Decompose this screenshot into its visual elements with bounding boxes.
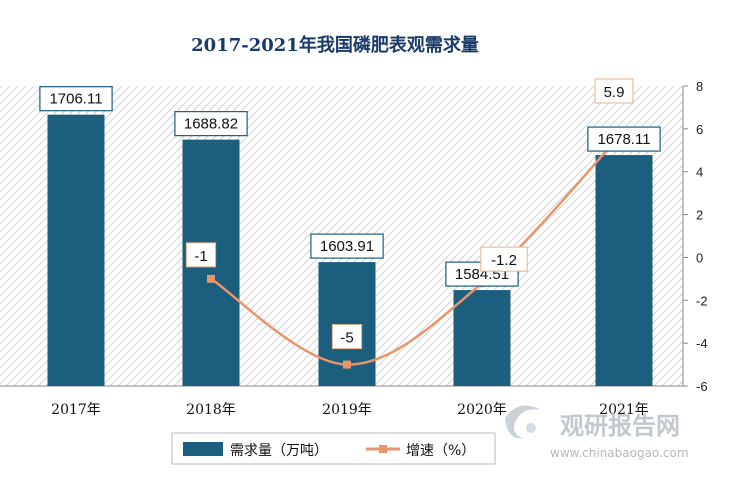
bar-data-label: 1678.11 xyxy=(597,131,650,148)
right-axis-tick-label: 4 xyxy=(696,165,703,180)
watermark-url: www.chinabaogao.com xyxy=(550,446,689,460)
legend: 需求量（万吨） 增速（%） xyxy=(171,432,496,465)
right-axis-tick-label: -2 xyxy=(696,293,708,308)
legend-box xyxy=(171,432,496,465)
bar-data-label: 1706.11 xyxy=(49,91,102,108)
bar-data-label-box xyxy=(310,233,384,259)
legend-swatch-demand xyxy=(183,442,223,456)
growth-marker xyxy=(343,360,351,369)
watermark-brand: 观研报告网 xyxy=(560,412,680,440)
growth-line xyxy=(210,130,625,366)
category-label: 2017年 xyxy=(51,402,101,418)
growth-data-label-box xyxy=(331,324,363,350)
watermark: 观研报告网 www.chinabaogao.com xyxy=(505,405,689,460)
growth-data-label-box xyxy=(480,246,528,272)
chart-title: 2017-2021年我国磷肥表观需求量 xyxy=(191,34,479,56)
growth-data-label: 5.9 xyxy=(604,84,625,101)
category-label: 2021年 xyxy=(599,402,649,418)
growth-data-label: -1.2 xyxy=(491,252,517,269)
bar xyxy=(453,290,511,386)
growth-data-label-box xyxy=(185,242,217,268)
watermark-logo-icon xyxy=(505,405,541,439)
right-axis-tick-label: -6 xyxy=(696,379,708,394)
right-axis-tick-label: 0 xyxy=(696,250,703,265)
bar-data-label-box xyxy=(39,86,113,112)
growth-data-label-box xyxy=(594,78,634,104)
right-axis-tick-label: 8 xyxy=(696,79,703,94)
growth-marker xyxy=(207,274,215,283)
category-label: 2019年 xyxy=(322,402,372,418)
category-label: 2018年 xyxy=(186,402,236,418)
growth-data-label: -1 xyxy=(194,248,207,265)
right-axis-tick-label: 6 xyxy=(696,122,703,137)
right-axis-tick-label: -4 xyxy=(696,336,708,351)
category-label: 2020年 xyxy=(457,402,507,418)
legend-label-growth: 增速（%） xyxy=(406,443,475,459)
right-axis-ticks: 8 6 4 2 0 -2 -4 -6 xyxy=(683,79,708,394)
category-labels: 2017年 2018年 2019年 2020年 2021年 xyxy=(51,402,649,418)
right-axis-tick-label: 2 xyxy=(696,208,703,223)
bar-data-label: 1603.91 xyxy=(320,238,374,255)
bar xyxy=(47,114,105,386)
legend-label-demand: 需求量（万吨） xyxy=(230,443,328,459)
growth-data-label: -5 xyxy=(340,330,353,347)
line-data-labels: -1 -5 -1.2 5.9 xyxy=(185,78,634,350)
bar-data-label: 1688.82 xyxy=(184,116,238,133)
bar-data-label-box xyxy=(174,111,248,137)
bar xyxy=(595,155,653,386)
legend-swatch-growth-marker xyxy=(379,445,387,453)
bar-data-label-box xyxy=(587,126,661,152)
